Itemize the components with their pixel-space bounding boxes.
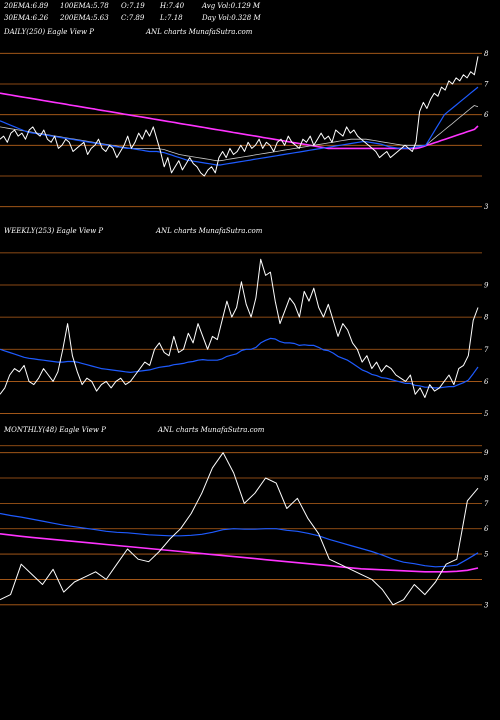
y-tick-label: 6 <box>484 111 489 119</box>
ema-fast-line <box>0 86 479 166</box>
stat-20ema: 20EMA:6.89 <box>3 2 49 10</box>
stat-30ema: 30EMA:6.26 <box>4 14 49 22</box>
y-tick-label: 6 <box>484 525 489 533</box>
ema-slow-line <box>0 533 479 573</box>
ema-fast-line <box>0 337 479 389</box>
y-tick-label: 5 <box>484 551 489 559</box>
monthly-panel-title: MONTHLY(48) Eagle View P <box>3 426 106 434</box>
y-tick-label: 5 <box>484 410 489 418</box>
y-tick-label: 8 <box>484 475 489 483</box>
y-tick-label: 3 <box>484 601 489 609</box>
y-tick-label: 3 <box>484 203 489 211</box>
y-tick-label: 7 <box>484 81 489 89</box>
stat-close: C:7.89 <box>121 14 145 22</box>
stat-open: O:7.19 <box>121 2 145 10</box>
header-stats: 20EMA:6.89 100EMA:5.78 O:7.19 H:7.40 Avg… <box>3 2 261 22</box>
daily-panel: 3 6 7 8 <box>0 50 489 211</box>
ema-fast-line <box>0 512 479 568</box>
stat-100ema: 100EMA:5.78 <box>60 2 109 10</box>
price-line <box>0 452 479 606</box>
stat-day-vol: Day Vol:0.328 M <box>201 14 261 22</box>
price-line <box>0 56 479 177</box>
price-line <box>0 258 479 398</box>
daily-panel-source: ANL charts MunafaSutra.com <box>145 28 253 36</box>
y-tick-label: 8 <box>484 50 489 58</box>
y-tick-label: 9 <box>484 282 489 290</box>
y-tick-label: 9 <box>484 449 489 457</box>
daily-panel-title: DAILY(250) Eagle View P <box>3 28 94 36</box>
weekly-panel: 5 6 7 8 9 <box>0 252 489 447</box>
y-tick-label: 8 <box>484 314 489 322</box>
stat-avg-vol: Avg Vol:0.129 M <box>201 2 261 10</box>
stat-200ema: 200EMA:5.63 <box>59 14 109 22</box>
y-tick-label: 7 <box>484 500 489 508</box>
monthly-panel: 3 5 6 7 8 9 <box>0 449 489 609</box>
y-tick-label: 6 <box>484 378 489 386</box>
stat-low: L:7.18 <box>159 14 183 22</box>
monthly-panel-source: ANL charts MunafaSutra.com <box>157 426 265 434</box>
y-tick-label: 7 <box>484 346 489 354</box>
weekly-panel-title: WEEKLY(253) Eagle View P <box>4 227 103 235</box>
stat-high: H:7.40 <box>159 2 185 10</box>
weekly-panel-source: ANL charts MunafaSutra.com <box>155 227 263 235</box>
